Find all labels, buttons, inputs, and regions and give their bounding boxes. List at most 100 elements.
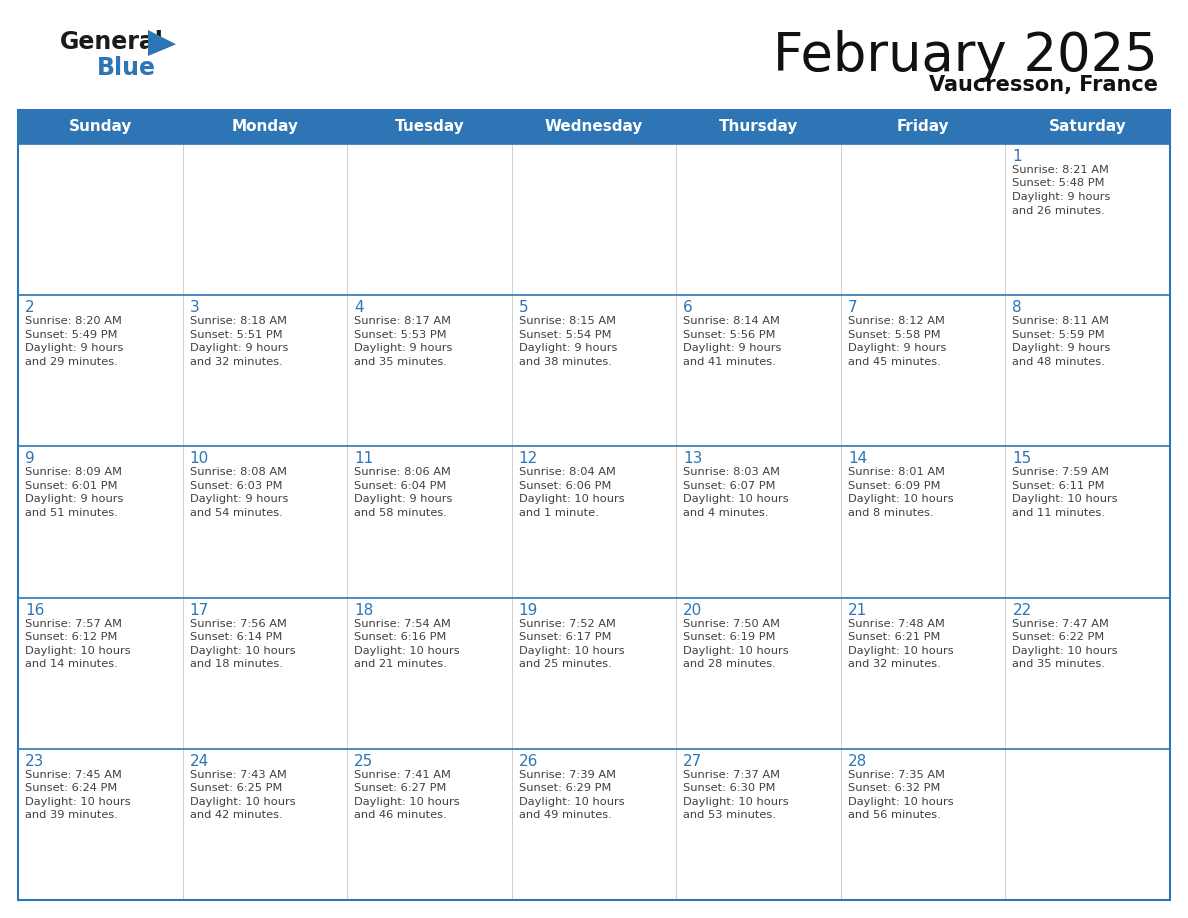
Text: 1: 1 [1012, 149, 1022, 164]
Text: 14: 14 [848, 452, 867, 466]
Text: Thursday: Thursday [719, 119, 798, 135]
Text: and 35 minutes.: and 35 minutes. [1012, 659, 1105, 669]
Text: 8: 8 [1012, 300, 1022, 315]
Text: Sunset: 6:12 PM: Sunset: 6:12 PM [25, 633, 118, 642]
Text: Sunset: 6:22 PM: Sunset: 6:22 PM [1012, 633, 1105, 642]
Text: Sunset: 6:27 PM: Sunset: 6:27 PM [354, 783, 447, 793]
Text: 21: 21 [848, 602, 867, 618]
Text: and 1 minute.: and 1 minute. [519, 508, 599, 518]
Text: Sunrise: 7:56 AM: Sunrise: 7:56 AM [190, 619, 286, 629]
Text: Daylight: 10 hours: Daylight: 10 hours [25, 797, 131, 807]
Text: Sunrise: 7:48 AM: Sunrise: 7:48 AM [848, 619, 944, 629]
Text: and 48 minutes.: and 48 minutes. [1012, 357, 1105, 366]
Bar [18, 749, 1170, 900]
Text: 3: 3 [190, 300, 200, 315]
Text: 4: 4 [354, 300, 364, 315]
Text: and 58 minutes.: and 58 minutes. [354, 508, 447, 518]
Text: and 49 minutes.: and 49 minutes. [519, 811, 612, 821]
Text: Sunrise: 7:59 AM: Sunrise: 7:59 AM [1012, 467, 1110, 477]
Text: Daylight: 9 hours: Daylight: 9 hours [1012, 343, 1111, 353]
Text: and 11 minutes.: and 11 minutes. [1012, 508, 1105, 518]
Text: Sunset: 6:04 PM: Sunset: 6:04 PM [354, 481, 447, 491]
Text: Sunset: 6:19 PM: Sunset: 6:19 PM [683, 633, 776, 642]
Text: and 38 minutes.: and 38 minutes. [519, 357, 612, 366]
Text: Sunrise: 7:50 AM: Sunrise: 7:50 AM [683, 619, 781, 629]
Text: and 18 minutes.: and 18 minutes. [190, 659, 283, 669]
Text: and 32 minutes.: and 32 minutes. [190, 357, 283, 366]
Text: 20: 20 [683, 602, 702, 618]
Text: 19: 19 [519, 602, 538, 618]
Text: 12: 12 [519, 452, 538, 466]
Text: Sunrise: 8:09 AM: Sunrise: 8:09 AM [25, 467, 122, 477]
Text: Sunset: 5:48 PM: Sunset: 5:48 PM [1012, 178, 1105, 188]
Text: Sunset: 5:59 PM: Sunset: 5:59 PM [1012, 330, 1105, 340]
Text: Daylight: 10 hours: Daylight: 10 hours [190, 797, 295, 807]
Text: Daylight: 9 hours: Daylight: 9 hours [354, 343, 453, 353]
Text: Sunrise: 8:04 AM: Sunrise: 8:04 AM [519, 467, 615, 477]
Text: Daylight: 10 hours: Daylight: 10 hours [519, 495, 625, 504]
Text: and 4 minutes.: and 4 minutes. [683, 508, 769, 518]
Text: Sunset: 5:49 PM: Sunset: 5:49 PM [25, 330, 118, 340]
Text: Daylight: 9 hours: Daylight: 9 hours [190, 495, 287, 504]
Bar [18, 144, 1170, 296]
Text: Sunrise: 8:03 AM: Sunrise: 8:03 AM [683, 467, 781, 477]
Text: and 21 minutes.: and 21 minutes. [354, 659, 447, 669]
Text: and 42 minutes.: and 42 minutes. [190, 811, 283, 821]
Text: and 29 minutes.: and 29 minutes. [25, 357, 118, 366]
Text: Daylight: 10 hours: Daylight: 10 hours [190, 645, 295, 655]
Bar [18, 296, 1170, 446]
Text: Sunrise: 7:45 AM: Sunrise: 7:45 AM [25, 770, 122, 779]
Text: Sunset: 5:58 PM: Sunset: 5:58 PM [848, 330, 941, 340]
Text: Sunset: 6:16 PM: Sunset: 6:16 PM [354, 633, 447, 642]
Text: Friday: Friday [897, 119, 949, 135]
Text: Sunset: 6:03 PM: Sunset: 6:03 PM [190, 481, 282, 491]
Text: Sunrise: 8:08 AM: Sunrise: 8:08 AM [190, 467, 286, 477]
Text: Daylight: 10 hours: Daylight: 10 hours [519, 645, 625, 655]
Text: Sunset: 6:06 PM: Sunset: 6:06 PM [519, 481, 611, 491]
Text: Sunrise: 7:54 AM: Sunrise: 7:54 AM [354, 619, 451, 629]
Text: Sunset: 6:21 PM: Sunset: 6:21 PM [848, 633, 940, 642]
Text: Sunrise: 7:37 AM: Sunrise: 7:37 AM [683, 770, 781, 779]
Text: and 32 minutes.: and 32 minutes. [848, 659, 941, 669]
Text: Sunrise: 7:35 AM: Sunrise: 7:35 AM [848, 770, 944, 779]
Text: Daylight: 9 hours: Daylight: 9 hours [848, 343, 946, 353]
Text: and 51 minutes.: and 51 minutes. [25, 508, 118, 518]
Text: 25: 25 [354, 754, 373, 768]
Text: Sunset: 6:09 PM: Sunset: 6:09 PM [848, 481, 941, 491]
Text: and 56 minutes.: and 56 minutes. [848, 811, 941, 821]
Text: Daylight: 9 hours: Daylight: 9 hours [25, 343, 124, 353]
Text: and 35 minutes.: and 35 minutes. [354, 357, 447, 366]
Text: Sunset: 6:17 PM: Sunset: 6:17 PM [519, 633, 611, 642]
Text: Sunrise: 7:47 AM: Sunrise: 7:47 AM [1012, 619, 1110, 629]
Text: and 26 minutes.: and 26 minutes. [1012, 206, 1105, 216]
Text: Daylight: 9 hours: Daylight: 9 hours [519, 343, 617, 353]
Text: Daylight: 10 hours: Daylight: 10 hours [683, 495, 789, 504]
Text: Daylight: 10 hours: Daylight: 10 hours [683, 645, 789, 655]
Text: Sunrise: 8:18 AM: Sunrise: 8:18 AM [190, 316, 286, 326]
Text: Daylight: 10 hours: Daylight: 10 hours [354, 645, 460, 655]
Text: 27: 27 [683, 754, 702, 768]
Text: and 53 minutes.: and 53 minutes. [683, 811, 776, 821]
Text: Sunrise: 8:11 AM: Sunrise: 8:11 AM [1012, 316, 1110, 326]
Bar [18, 598, 1170, 749]
Text: Saturday: Saturday [1049, 119, 1126, 135]
Text: Sunrise: 7:57 AM: Sunrise: 7:57 AM [25, 619, 122, 629]
Text: and 45 minutes.: and 45 minutes. [848, 357, 941, 366]
Text: Daylight: 10 hours: Daylight: 10 hours [25, 645, 131, 655]
Text: Daylight: 10 hours: Daylight: 10 hours [848, 645, 954, 655]
Text: 23: 23 [25, 754, 44, 768]
Text: Sunset: 6:32 PM: Sunset: 6:32 PM [848, 783, 940, 793]
Text: Daylight: 9 hours: Daylight: 9 hours [354, 495, 453, 504]
Text: Daylight: 9 hours: Daylight: 9 hours [190, 343, 287, 353]
Text: 6: 6 [683, 300, 693, 315]
Text: 15: 15 [1012, 452, 1031, 466]
Text: Sunset: 6:24 PM: Sunset: 6:24 PM [25, 783, 118, 793]
Text: Daylight: 10 hours: Daylight: 10 hours [683, 797, 789, 807]
Text: Sunset: 6:30 PM: Sunset: 6:30 PM [683, 783, 776, 793]
Text: Daylight: 10 hours: Daylight: 10 hours [519, 797, 625, 807]
Text: and 54 minutes.: and 54 minutes. [190, 508, 283, 518]
Text: 18: 18 [354, 602, 373, 618]
Polygon shape [148, 30, 176, 56]
Text: Sunrise: 7:39 AM: Sunrise: 7:39 AM [519, 770, 615, 779]
Text: 22: 22 [1012, 602, 1031, 618]
